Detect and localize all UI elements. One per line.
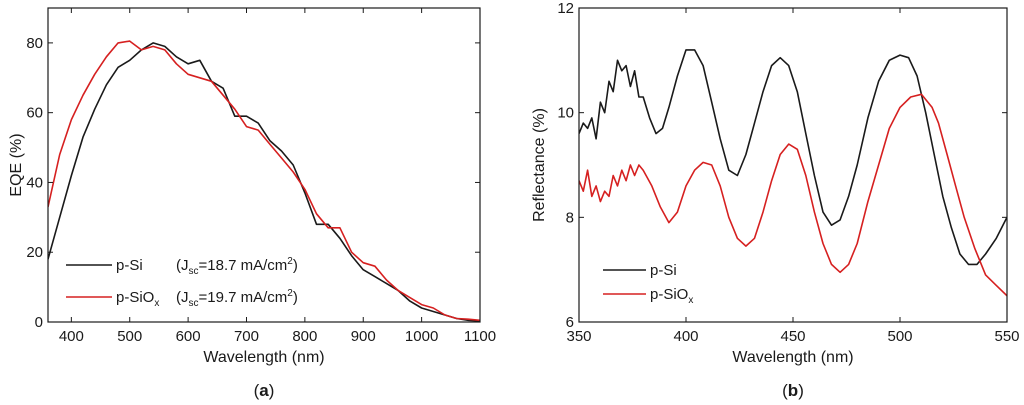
panel-b-legend: p-Si p-SiOx [603, 262, 693, 306]
panel-b-x-tick-label: 350 [566, 328, 591, 345]
panel-a-eqe-chart: 400 500 600 700 800 900 1000 1100 0 20 40 60 80 EQE … [8, 7, 496, 400]
panel-a-x-tick-label: 800 [292, 328, 317, 345]
panel-a-plot-frame [47, 7, 481, 323]
panel-a-y-tick-label: 20 [26, 244, 43, 261]
panel-b-x-tick-label: 500 [887, 328, 912, 345]
panel-a-x-tick-label: 900 [351, 328, 376, 345]
panel-a-y-tick-label: 80 [26, 35, 43, 52]
panel-a-y-tick-label: 60 [26, 105, 43, 122]
panel-b-x-tick-label: 400 [673, 328, 698, 345]
panel-a-legend: p-Si (Jsc=18.7 mA/cm2) p-SiOx (Jsc=19.7 … [66, 256, 298, 310]
panel-a-y-tick-label: 40 [26, 174, 43, 191]
panel-a-y-axis-title: EQE (%) [8, 133, 25, 196]
panel-b-series-p-siox-line [579, 93, 1007, 297]
panel-b-plot-frame [578, 7, 1008, 323]
panel-a-y-tick-label: 0 [35, 314, 43, 331]
legend-b-p-siox: p-SiOx [650, 286, 693, 306]
panel-a-x-tick-label: 600 [176, 328, 201, 345]
panel-b-label: (b) [782, 381, 804, 400]
panel-b-y-tick-label: 8 [566, 209, 574, 226]
panel-a-label: (a) [254, 381, 275, 400]
panel-b-x-tick-label: 550 [994, 328, 1019, 345]
legend-b-p-si: p-Si [650, 262, 677, 279]
panel-b-y-tick-label: 10 [557, 105, 574, 122]
panel-a-series-p-siox-line [48, 40, 480, 322]
panel-a-x-axis-title: Wavelength (nm) [203, 349, 324, 366]
legend-a-p-si: p-Si (Jsc=18.7 mA/cm2) [116, 256, 298, 277]
panel-b-y-tick-label: 6 [566, 314, 574, 331]
panel-b-series-p-si-line [579, 49, 1007, 266]
panel-a-series-p-si-line [48, 42, 480, 322]
panel-b-y-tick-label: 12 [557, 0, 574, 17]
panel-a-x-tick-label: 500 [117, 328, 142, 345]
panel-a-x-tick-label: 700 [234, 328, 259, 345]
panel-a-x-tick-label: 1100 [464, 328, 496, 345]
panel-b-reflectance-chart: 350 400 450 500 550 6 8 10 12 Reflectance (%) Wa… [531, 0, 1020, 400]
panel-b-x-axis-title: Wavelength (nm) [732, 349, 853, 366]
panel-b-y-axis-title: Reflectance (%) [531, 108, 548, 222]
panel-a-x-tick-label: 1000 [405, 328, 438, 345]
panel-b-x-tick-label: 450 [780, 328, 805, 345]
panel-a-x-tick-label: 400 [59, 328, 84, 345]
legend-a-p-siox: p-SiOx (Jsc=19.7 mA/cm2) [116, 288, 298, 310]
